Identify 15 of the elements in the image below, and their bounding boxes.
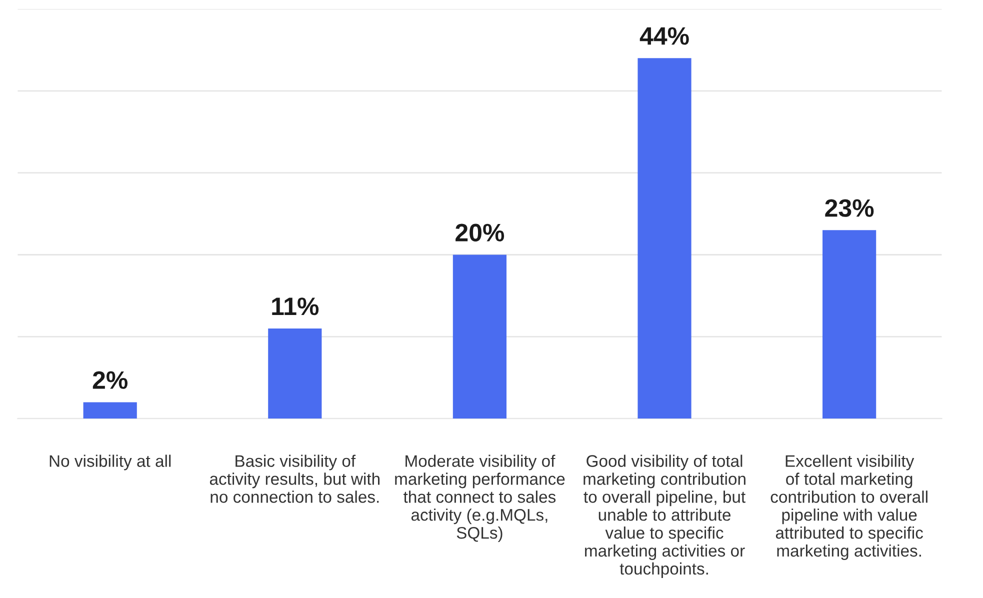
bar (638, 58, 692, 419)
x-tick-label: Good visibility of total marketing contribution to overall pipeline, but unable to attribute value to specific marketing activities or touchpoints. (584, 454, 746, 578)
bar (822, 230, 876, 419)
data-label: 23% (825, 199, 874, 217)
bar (268, 328, 322, 419)
data-label: 11% (272, 298, 319, 316)
data-label: 2% (92, 371, 128, 389)
data-label: 20% (456, 224, 504, 242)
bar (452, 254, 506, 419)
x-tick-label: No visibility at all (50, 454, 171, 470)
bar (83, 402, 137, 419)
x-tick-label: Excellent visibility of total marketing contribution to overall pipeline with value attributed to specific marketing activities. (770, 454, 928, 560)
data-label: 44% (640, 27, 689, 45)
x-tick-label: Basic visibility of activity results, but with no connection to sales. (210, 454, 380, 503)
x-tick-label: Moderate visibility of marketing performance that connect to sales activity (e.g.MQLs, SQLs) (395, 454, 565, 542)
